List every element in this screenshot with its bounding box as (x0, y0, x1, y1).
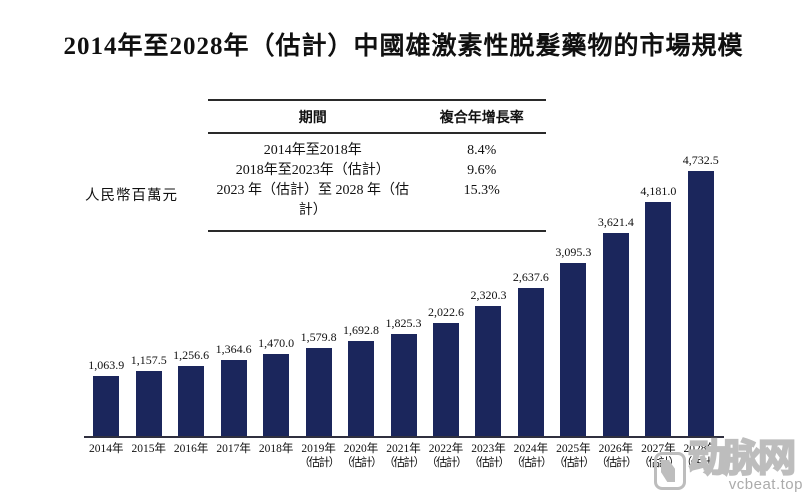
bar-slot: 1,256.6 (170, 136, 212, 436)
bar-value-label: 1,825.3 (385, 315, 422, 330)
cagr-table-body: 2014年至2018年 8.4% 2018年至2023年（估計） 9.6% 20… (208, 134, 546, 230)
bar (390, 333, 417, 436)
bar-slot: 3,095.3 (552, 136, 594, 436)
bar (135, 371, 162, 436)
bar (305, 347, 332, 436)
bar-slot: 2,320.3 (467, 136, 509, 436)
page-title: 2014年至2028年（估計）中國雄激素性脱髮藥物的市場規模 (63, 33, 744, 60)
row-period: 2014年至2018年 (263, 143, 362, 158)
bar (93, 376, 120, 436)
bar-value-label: 1,579.8 (300, 329, 337, 344)
x-tick-label: 2019年 （估計） (298, 443, 341, 469)
bar-value-label: 1,470.0 (258, 335, 295, 350)
bar-value-label: 1,692.8 (343, 323, 380, 338)
table-row: 2023 年（估計）至 2028 年（估計） 15.3% (208, 181, 546, 221)
bar-value-label: 3,095.3 (555, 244, 592, 259)
table-row: 2018年至2023年（估計） 9.6% (208, 161, 546, 181)
bar (475, 306, 502, 436)
x-tick-label: 2024年 （估計） (510, 443, 553, 469)
bar (560, 262, 587, 436)
x-tick-label: 2028年 （估計） (680, 443, 723, 469)
bar-value-label: 2,320.3 (470, 288, 507, 303)
cagr-table: 期間 複合年增長率 2014年至2018年 8.4% 2018年至2023年（估… (208, 99, 546, 232)
bar (687, 171, 714, 436)
row-cagr: 8.4% (467, 143, 497, 158)
bar-value-label: 4,181.0 (640, 183, 677, 198)
x-tick-label: 2017年 (216, 443, 251, 455)
row-cagr: 9.6% (467, 163, 497, 178)
bar-slot: 1,063.9 (85, 136, 127, 436)
bar (263, 353, 290, 436)
bar-value-label: 4,732.5 (682, 153, 719, 167)
header-cagr: 複合年增長率 (439, 111, 524, 126)
bar-slot: 2,022.6 (425, 136, 467, 436)
x-axis-row: 2014年 2015年 2016年 2017年 2018年 2019年 （估計） 2020年（… (85, 442, 722, 470)
bar (645, 201, 672, 436)
bar-slot: 1,157.5 (127, 136, 169, 436)
bar (602, 233, 629, 436)
row-period: 2023 年（估計）至 2028 年（估計） (216, 183, 410, 218)
y-axis-unit-label: 人民幣百萬元 (85, 188, 178, 204)
bar (178, 365, 205, 436)
bar-slot: 1,364.6 (212, 136, 254, 436)
x-tick-label: 2022年 （估計） (425, 443, 468, 469)
row-cagr: 15.3% (463, 183, 500, 198)
bars-row: 1,063.9 1,157.5 1,256.6 1,364.6 1,470.0 1,579… (85, 136, 722, 436)
x-tick-label: 2021年 （估計） (383, 443, 426, 469)
bar-value-label: 1,364.6 (215, 341, 252, 356)
bar-value-label: 2,637.6 (512, 270, 549, 285)
x-tick-label: 2026年 （估計） (595, 443, 638, 469)
bar-slot: 2,637.6 (510, 136, 552, 436)
bar (348, 341, 375, 436)
x-tick-label: 2025年 （估計） (553, 443, 595, 469)
bar-value-label: 3,621.4 (597, 215, 634, 230)
x-tick-label: 2018年 (258, 443, 294, 455)
bar (220, 359, 247, 436)
table-row: 2014年至2018年 8.4% (208, 141, 546, 161)
bar (517, 288, 544, 436)
cagr-table-header: 期間 複合年增長率 (208, 101, 546, 134)
bar-slot: 4,732.5 (680, 136, 722, 436)
header-period: 期間 (298, 111, 327, 126)
bar-slot: 1,825.3 (382, 136, 424, 436)
row-period: 2018年至2023年（估計） (235, 163, 390, 178)
x-tick-label: 2027年 （估計） (638, 443, 680, 469)
x-tick-label: 2014年 (88, 443, 124, 455)
x-tick-label: 2020年 （估計） (341, 443, 383, 469)
x-tick-label: 2023年 （估計） (468, 443, 510, 469)
bar-value-label: 1,256.6 (173, 347, 210, 362)
bar-slot: 1,579.8 (297, 136, 339, 436)
x-tick-label: 2016年 (173, 443, 209, 455)
bar-slot: 1,692.8 (340, 136, 382, 436)
bar-slot: 4,181.0 (637, 136, 679, 436)
bar-value-label: 1,157.5 (130, 353, 167, 368)
bar-value-label: 1,063.9 (88, 358, 125, 373)
bar-slot: 1,470.0 (255, 136, 297, 436)
bar (432, 322, 459, 436)
x-tick-label: 2015年 (131, 443, 166, 455)
watermark-domain: vcbeat.top (728, 476, 803, 493)
bar-slot: 3,621.4 (595, 136, 637, 436)
x-axis-line (84, 436, 724, 438)
bar-value-label: 2,022.6 (427, 304, 464, 319)
